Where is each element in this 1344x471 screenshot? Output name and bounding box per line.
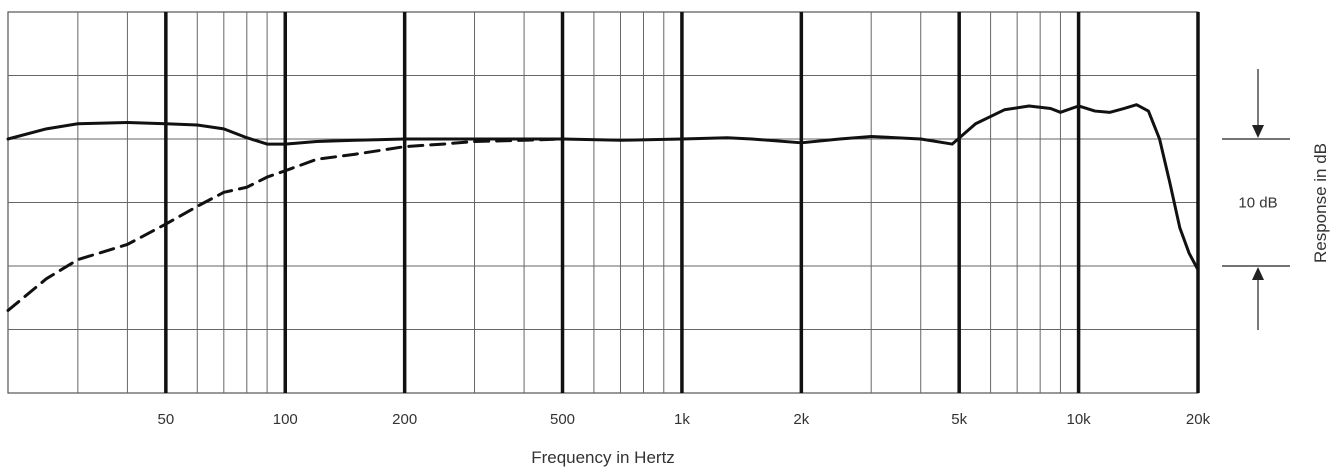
series-layer [6,103,1200,312]
x-tick-label: 100 [273,411,298,428]
x-tick-label: 10k [1066,411,1091,428]
x-tick-label: 2k [793,411,809,428]
x-tick-label: 20k [1186,411,1211,428]
x-tick-label: 200 [392,411,417,428]
x-tick-label: 5k [951,411,967,428]
y-axis-title: Response in dB [1311,143,1330,263]
arrow-down-icon [1252,125,1264,138]
scale-marker-layer: 10 dB [1222,69,1290,330]
x-tick-label: 1k [674,411,690,428]
series-line-solid [6,103,1200,272]
x-tick-label: 500 [550,411,575,428]
x-axis-title: Frequency in Hertz [531,448,675,467]
tick-label-layer: 50 100 200 500 1k 2k 5k 10k 20k [158,411,1211,428]
arrow-up-icon [1252,267,1264,280]
grid-layer [7,11,1200,394]
series-line-dashed [6,137,565,312]
x-tick-label: 50 [158,411,175,428]
scale-marker-label: 10 dB [1238,195,1277,212]
